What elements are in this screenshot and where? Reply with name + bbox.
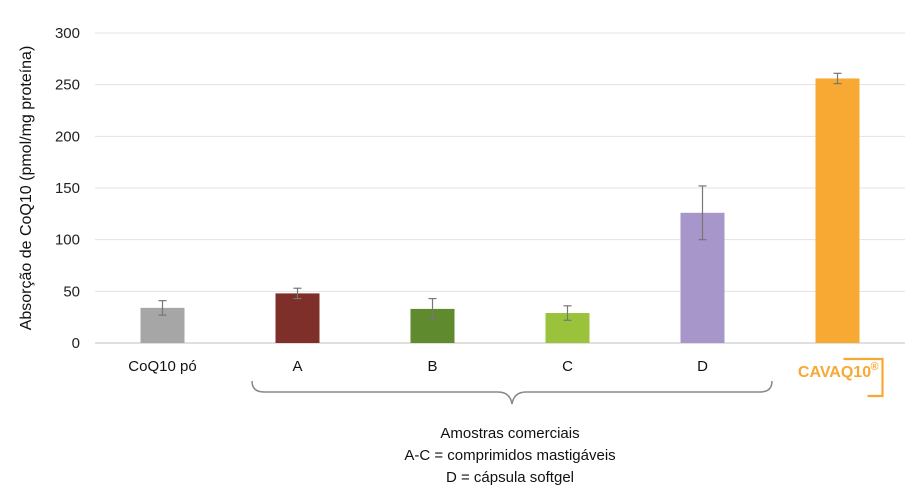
y-tick-label: 250 [55, 77, 80, 94]
y-tick-label: 0 [72, 335, 80, 352]
y-tick-label: 300 [55, 25, 80, 42]
annotation-line-1: Amostras comerciais [440, 425, 580, 442]
x-tick-label: B [427, 358, 437, 375]
y-axis-ticks: 0 50 100 150 200 250 300 [55, 25, 80, 352]
y-tick-label: 200 [55, 128, 80, 145]
x-tick-label: CoQ10 pó [128, 358, 196, 375]
x-tick-label: C [562, 358, 573, 375]
grid-lines [95, 32, 905, 344]
x-axis-labels: CoQ10 pó A B C D [128, 358, 708, 375]
group-brace [251, 380, 773, 405]
bar-2 [275, 293, 320, 343]
registered-mark: ® [870, 361, 878, 373]
x-tick-label: D [697, 358, 708, 375]
y-tick-label: 50 [63, 283, 80, 300]
logo-frame [843, 357, 884, 398]
annotation-line-2: A-C = comprimidos mastigáveis [404, 447, 616, 464]
bar-6 [815, 78, 860, 343]
x-tick-label-brand: CAVAQ10 [798, 364, 871, 381]
x-tick-label: A [292, 358, 302, 375]
y-axis-title: Absorção de CoQ10 (pmol/mg proteína) [18, 46, 35, 331]
y-tick-label: 100 [55, 232, 80, 249]
error-bars [158, 72, 842, 321]
annotation-line-3: D = cápsula softgel [446, 469, 574, 486]
cavaq10-logo: CAVAQ10 ® [798, 357, 884, 398]
bars [140, 78, 860, 343]
y-tick-label: 150 [55, 180, 80, 197]
